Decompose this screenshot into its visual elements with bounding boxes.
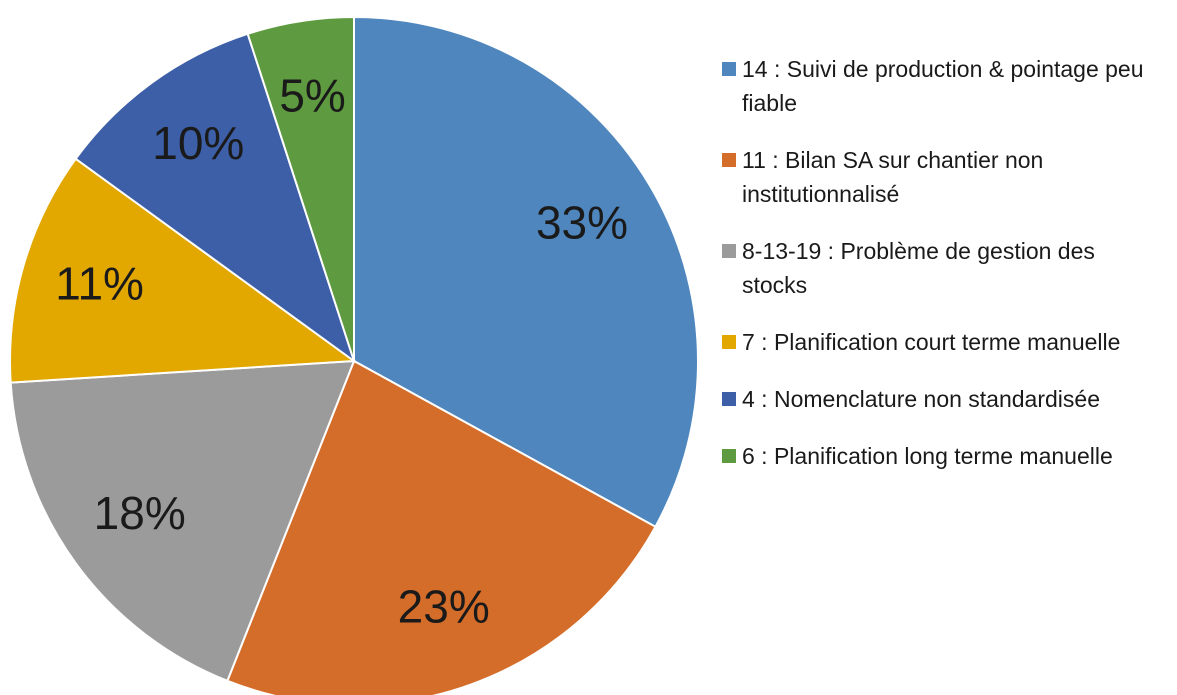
data-label: 10%: [152, 117, 244, 169]
legend-item: 7 : Planification court terme manuelle: [722, 325, 1162, 359]
legend-label: 7 : Planification court terme manuelle: [742, 329, 1121, 355]
legend-label: 4 : Nomenclature non standardisée: [742, 386, 1100, 412]
pie-slice: [353, 15, 699, 529]
legend-item: 11 : Bilan SA sur chantier non instituti…: [722, 143, 1162, 211]
legend-swatch: [722, 62, 736, 76]
pie-slice: [226, 359, 657, 695]
legend-item: 4 : Nomenclature non standardisée: [722, 382, 1162, 416]
pie-slice: [74, 32, 356, 364]
legend-item: 14 : Suivi de production & pointage peu …: [722, 52, 1162, 120]
legend: 14 : Suivi de production & pointage peu …: [722, 52, 1162, 496]
legend-label: 14 : Suivi de production & pointage peu …: [742, 56, 1144, 116]
data-label: 18%: [94, 487, 186, 539]
legend-swatch: [722, 392, 736, 406]
legend-label: 6 : Planification long terme manuelle: [742, 443, 1113, 469]
legend-label: 8-13-19 : Problème de gestion des stocks: [742, 238, 1095, 298]
pie-slice: [9, 359, 356, 683]
legend-swatch: [722, 244, 736, 258]
data-label: 33%: [536, 196, 628, 248]
legend-label: 11 : Bilan SA sur chantier non instituti…: [742, 147, 1044, 207]
data-label: 5%: [279, 70, 345, 122]
legend-swatch: [722, 335, 736, 349]
pie-slice: [9, 157, 357, 384]
legend-swatch: [722, 153, 736, 167]
data-label: 23%: [398, 580, 490, 632]
pie-slice: [246, 15, 355, 362]
data-label: 11%: [55, 257, 144, 309]
legend-item: 8-13-19 : Problème de gestion des stocks: [722, 234, 1162, 302]
legend-item: 6 : Planification long terme manuelle: [722, 439, 1162, 473]
legend-swatch: [722, 449, 736, 463]
